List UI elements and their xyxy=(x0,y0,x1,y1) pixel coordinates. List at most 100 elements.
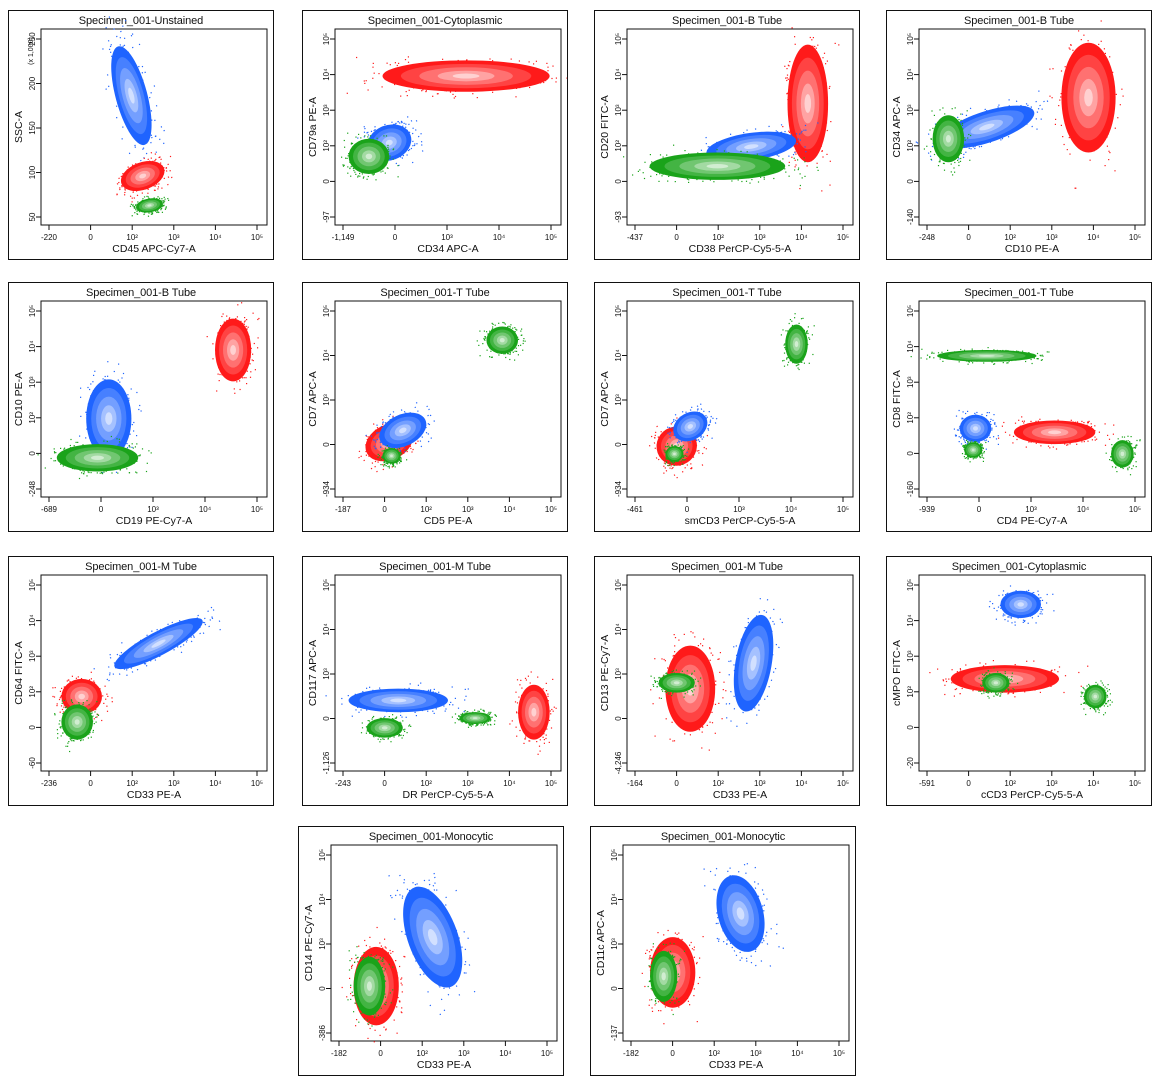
y-tick-label: 0 xyxy=(614,716,623,721)
x-tick-label: -182 xyxy=(623,1049,640,1058)
y-tick-label: 0 xyxy=(906,725,915,730)
x-tick-label: 10² xyxy=(420,505,432,514)
x-tick-label: 10⁴ xyxy=(795,233,808,242)
y-tick-label: 10⁴ xyxy=(906,340,915,353)
x-tick-label: 10⁵ xyxy=(251,779,263,788)
x-tick-label: 0 xyxy=(977,505,982,514)
x-tick-label: -236 xyxy=(41,779,58,788)
y-tick-label: 0 xyxy=(318,986,327,991)
x-tick-label: 10² xyxy=(1004,779,1016,788)
x-tick-label: -939 xyxy=(919,505,936,514)
y-tick-label: 10⁵ xyxy=(614,305,623,317)
x-axis-label: CD4 PE-Cy7-A xyxy=(997,515,1068,527)
y-axis-label: SSC-A xyxy=(13,111,25,143)
y-axis-label: CD7 APC-A xyxy=(599,371,611,426)
x-tick-label: -437 xyxy=(627,233,644,242)
x-tick-label: 10⁴ xyxy=(493,233,506,242)
x-tick-label: 0 xyxy=(378,1049,383,1058)
x-tick-label: 10⁵ xyxy=(541,1049,553,1058)
x-tick-label: 10⁵ xyxy=(545,779,557,788)
y-tick-label: 10⁵ xyxy=(610,849,619,861)
y-tick-label: 10⁵ xyxy=(28,305,37,317)
y-tick-label: 10³ xyxy=(906,376,915,388)
x-axis-label: CD33 PE-A xyxy=(713,789,767,801)
x-tick-label: 10⁴ xyxy=(1087,233,1100,242)
y-tick-label: 10³ xyxy=(906,104,915,116)
y-tick-label: 0 xyxy=(906,451,915,456)
y-tick-label: 10⁵ xyxy=(906,579,915,591)
x-tick-label: 0 xyxy=(966,233,971,242)
y-tick-label: -60 xyxy=(28,757,37,769)
x-tick-label: 10³ xyxy=(754,233,766,242)
y-tick-label: 10⁴ xyxy=(322,68,331,81)
y-tick-label: 10⁴ xyxy=(610,893,619,906)
y-tick-label: 0 xyxy=(614,442,623,447)
y-tick-label: 10⁴ xyxy=(318,893,327,906)
x-tick-label: 0 xyxy=(99,505,104,514)
y-tick-label: 10⁴ xyxy=(28,340,37,353)
x-tick-label: 0 xyxy=(382,779,387,788)
y-axis-label: CD14 PE-Cy7-A xyxy=(303,905,315,981)
y-tick-label: 10² xyxy=(906,686,915,698)
x-tick-label: 10² xyxy=(1004,233,1016,242)
y-tick-label: 10² xyxy=(28,412,37,424)
x-tick-label: 10³ xyxy=(1025,505,1037,514)
y-tick-label: 100 xyxy=(28,165,37,179)
x-tick-label: 0 xyxy=(966,779,971,788)
x-tick-label: 0 xyxy=(88,779,93,788)
y-tick-label: 0 xyxy=(614,179,623,184)
x-tick-label: -187 xyxy=(335,505,352,514)
x-tick-label: 10² xyxy=(712,779,724,788)
y-tick-label: 50 xyxy=(28,212,37,221)
x-tick-label: 10³ xyxy=(441,233,453,242)
plot-frame xyxy=(335,29,561,225)
y-tick-label: 10⁵ xyxy=(906,305,915,317)
x-axis-label: CD10 PE-A xyxy=(1005,243,1059,255)
y-tick-label: 10² xyxy=(322,140,331,152)
y-tick-label: 10³ xyxy=(28,376,37,388)
x-tick-label: 10³ xyxy=(168,233,180,242)
y-tick-label: 10⁴ xyxy=(322,623,331,636)
x-tick-label: 10² xyxy=(126,779,138,788)
y-tick-label: 10⁴ xyxy=(906,614,915,627)
y-tick-label: 10³ xyxy=(614,668,623,680)
y-axis-multiplier: (x 1,000) xyxy=(28,37,35,65)
x-tick-label: 10² xyxy=(420,779,432,788)
y-tick-label: 10³ xyxy=(322,104,331,116)
x-tick-label: 10⁵ xyxy=(837,779,849,788)
x-axis-label: CD33 PE-A xyxy=(417,1059,471,1071)
y-tick-label: 10⁵ xyxy=(322,33,331,45)
x-tick-label: 10³ xyxy=(462,779,474,788)
y-tick-label: 10² xyxy=(906,412,915,424)
y-tick-label: -160 xyxy=(906,480,915,497)
x-tick-label: -689 xyxy=(41,505,58,514)
y-tick-label: 10² xyxy=(28,686,37,698)
y-tick-label: 10⁵ xyxy=(614,579,623,591)
x-axis-label: DR PerCP-Cy5-5-A xyxy=(402,789,493,801)
x-axis-label: CD34 APC-A xyxy=(417,243,478,255)
y-tick-label: 10⁵ xyxy=(614,33,623,45)
x-tick-label: 10⁵ xyxy=(1129,233,1141,242)
x-tick-label: -248 xyxy=(919,233,936,242)
y-tick-label: -97 xyxy=(322,211,331,223)
x-tick-label: 10³ xyxy=(1046,779,1058,788)
y-tick-label: 10³ xyxy=(318,938,327,950)
x-tick-label: 10⁵ xyxy=(545,233,557,242)
y-tick-label: 10⁴ xyxy=(614,68,623,81)
y-axis-label: CD11c APC-A xyxy=(595,910,607,976)
x-tick-label: 10⁴ xyxy=(503,505,516,514)
